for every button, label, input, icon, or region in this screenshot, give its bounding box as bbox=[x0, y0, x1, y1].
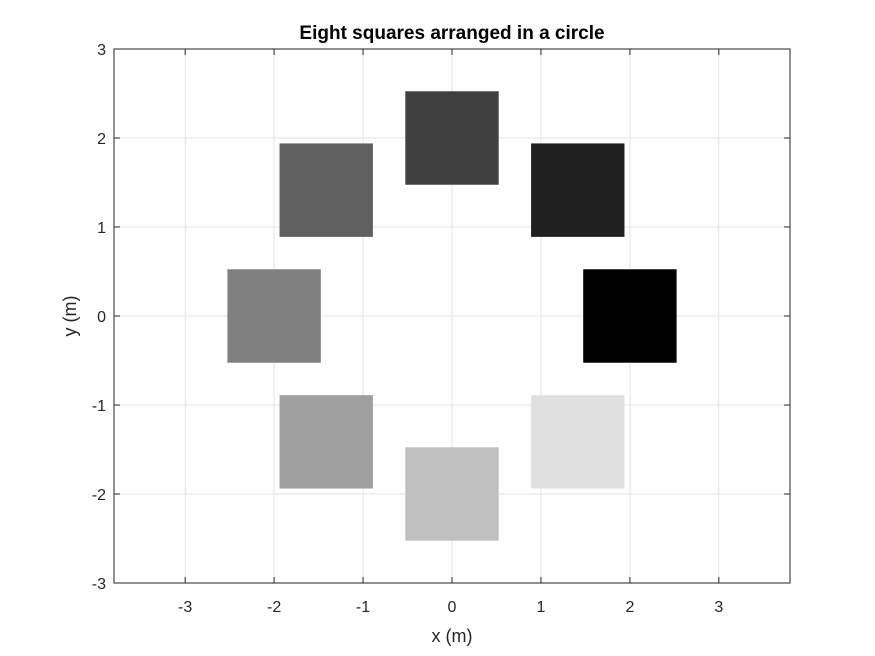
y-tick-label: -3 bbox=[92, 576, 106, 593]
x-axis-label: x (m) bbox=[432, 626, 473, 646]
x-tick-label: -2 bbox=[267, 599, 281, 616]
x-tick-label: -3 bbox=[178, 599, 192, 616]
square-7 bbox=[405, 447, 499, 541]
x-tick-label: -1 bbox=[356, 599, 370, 616]
y-tick-label: -1 bbox=[92, 398, 106, 415]
square-3 bbox=[405, 91, 499, 185]
square-6 bbox=[279, 395, 373, 489]
y-tick-label: 1 bbox=[97, 220, 106, 237]
square-1 bbox=[583, 269, 677, 363]
square-2 bbox=[531, 143, 625, 237]
square-4 bbox=[279, 143, 373, 237]
y-tick-label: 2 bbox=[97, 131, 106, 148]
ticks: -3 -2 -1 0 1 2 3 -3 -2 -1 0 1 2 3 bbox=[92, 42, 790, 616]
x-tick-label: 0 bbox=[448, 599, 457, 616]
squares bbox=[227, 91, 677, 541]
chart-title: Eight squares arranged in a circle bbox=[299, 23, 604, 44]
y-tick-label: -2 bbox=[92, 487, 106, 504]
square-5 bbox=[227, 269, 321, 363]
x-tick-label: 1 bbox=[536, 599, 545, 616]
y-tick-label: 0 bbox=[97, 309, 106, 326]
square-8 bbox=[531, 395, 625, 489]
x-tick-label: 3 bbox=[714, 599, 723, 616]
y-tick-label: 3 bbox=[97, 42, 106, 59]
x-tick-label: 2 bbox=[625, 599, 634, 616]
y-axis-label: y (m) bbox=[60, 296, 80, 337]
